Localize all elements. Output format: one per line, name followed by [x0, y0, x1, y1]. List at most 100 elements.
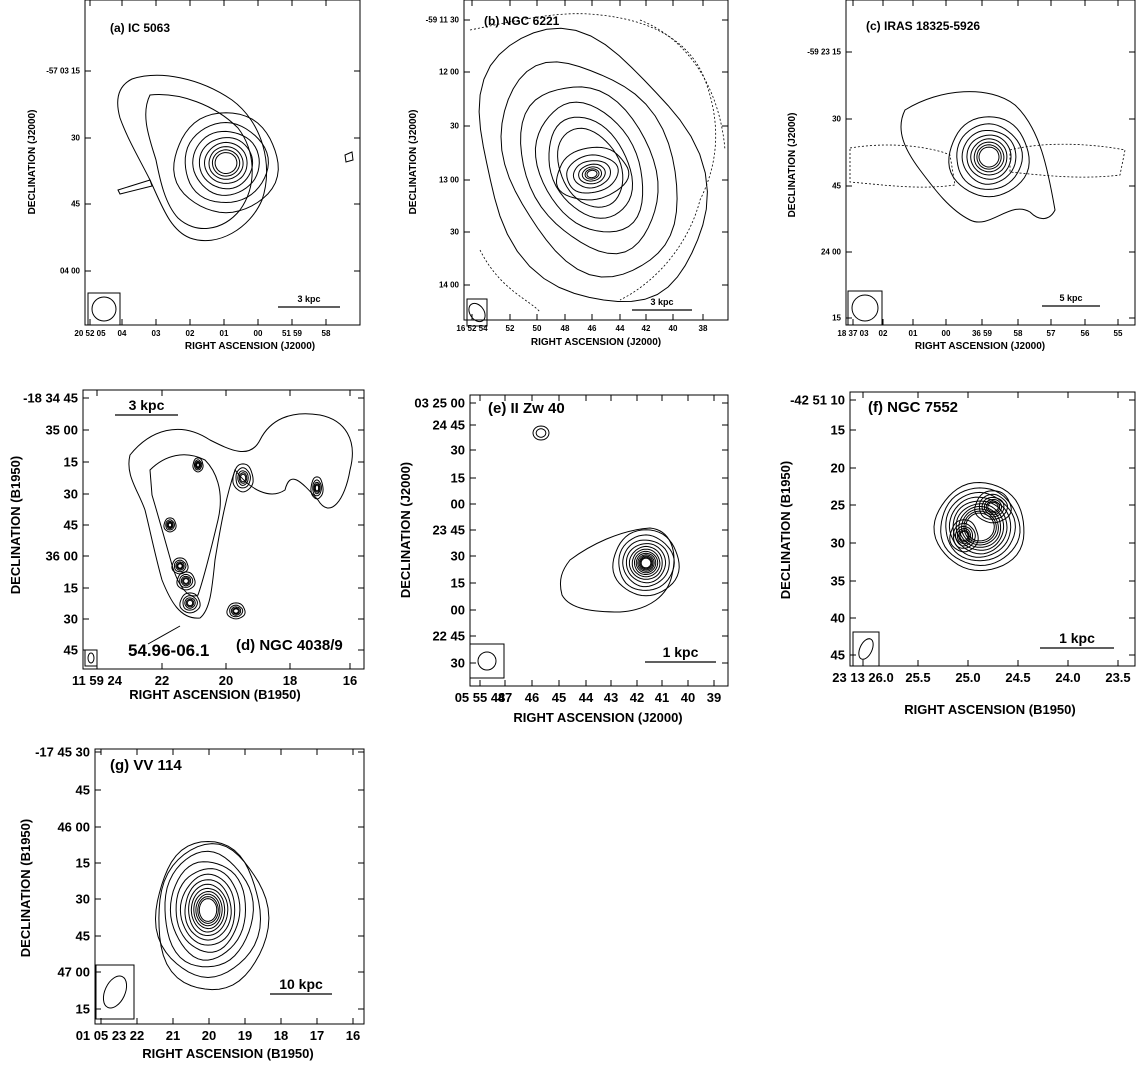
contour-line	[214, 152, 238, 174]
contour-line	[958, 529, 970, 543]
y-axis-label: DECLINATION (J2000)	[408, 110, 419, 215]
contour-line	[198, 898, 218, 922]
y-tick-label: 25	[831, 497, 845, 512]
contour-line	[344, 151, 354, 163]
contour-line	[314, 484, 320, 492]
y-tick-label: 20	[831, 460, 845, 475]
y-tick-label: 15	[832, 314, 841, 323]
contour-line	[154, 840, 262, 979]
x-tick-label: 42	[630, 690, 644, 705]
y-axis-label: DECLINATION (B1950)	[8, 456, 23, 594]
x-tick-label: 18 37 03	[837, 329, 869, 338]
panel-d: 11 59 24 22 20 18 16 -18 34 45 35 00 15 30 45 36 0…	[8, 389, 365, 702]
beam-ellipse	[102, 975, 128, 1009]
y-tick-label: -57 03 15	[46, 67, 80, 76]
contour-line	[233, 608, 239, 614]
scale-bar-label: 3 kpc	[297, 294, 320, 304]
y-tick-label: 35	[831, 573, 845, 588]
contour-line	[164, 850, 254, 968]
contour-line	[940, 487, 1021, 567]
panel-b: 16 52 54 52 50 48 46 44 42 40 38 -59 11 30 12 00 30…	[408, 0, 729, 348]
contour-line	[949, 519, 979, 553]
contour-line	[194, 459, 203, 471]
contour-line	[978, 146, 1000, 168]
contour-line	[612, 529, 680, 597]
contour-line	[586, 169, 598, 179]
x-axis-label: RIGHT ASCENSION (B1950)	[129, 687, 300, 702]
contour-line	[534, 101, 644, 233]
y-tick-label: 45	[76, 928, 90, 943]
contour-line	[963, 510, 997, 544]
contour-line	[310, 476, 324, 500]
contour-line	[955, 525, 973, 547]
y-tick-label: 35 00	[45, 422, 78, 437]
contour-line	[555, 146, 630, 201]
contour-line	[158, 843, 270, 991]
contour-line	[173, 559, 187, 573]
contour-line	[175, 561, 185, 571]
contour-line	[634, 550, 659, 575]
y-tick-label: 45	[64, 642, 78, 657]
x-tick-label: 40	[681, 690, 695, 705]
x-tick-label: 40	[669, 324, 678, 333]
contour-line	[933, 481, 1025, 572]
contour-line	[985, 500, 1001, 514]
x-tick-label: 22	[155, 673, 169, 688]
negative-contour	[469, 13, 717, 301]
contour-line	[638, 555, 654, 571]
panel-title: (c) IRAS 18325-5926	[866, 19, 980, 33]
y-tick-label: 03 25 00	[414, 395, 465, 410]
y-tick-label: 30	[451, 548, 465, 563]
contour-line	[190, 887, 226, 933]
contour-line	[182, 595, 198, 611]
plot-frame	[845, 0, 1136, 326]
contour-line	[226, 602, 246, 620]
contour-line	[208, 146, 244, 180]
y-tick-label: 15	[76, 855, 90, 870]
contour-line	[532, 425, 550, 441]
contour-line	[192, 130, 260, 196]
x-tick-label: 56	[1081, 329, 1090, 338]
x-tick-label: 04	[118, 329, 127, 338]
y-tick-label: 15	[451, 575, 465, 590]
x-tick-label: 39	[707, 690, 721, 705]
y-tick-label: 45	[831, 647, 845, 662]
contour-line	[193, 890, 223, 930]
plot-frame	[84, 0, 361, 326]
panel-g: 01 05 23 22 21 20 19 18 17 16 -17 45 30 45 46 00 15…	[18, 744, 365, 1061]
y-tick-label: 40	[831, 610, 845, 625]
contour-line	[179, 573, 194, 588]
contour-line	[179, 873, 236, 946]
y-tick-label: 47 00	[57, 964, 90, 979]
scale-bar-label: 1 kpc	[1059, 630, 1095, 646]
y-axis-label: DECLINATION (J2000)	[398, 462, 413, 598]
panel-title: (d) NGC 4038/9	[236, 637, 343, 654]
contour-line	[535, 428, 547, 438]
contour-line	[128, 413, 353, 619]
contour-line	[572, 160, 612, 189]
contour-line	[165, 519, 175, 531]
contour-line	[637, 554, 655, 572]
y-tick-label: 12 00	[439, 68, 460, 77]
contour-line	[230, 606, 242, 616]
x-tick-label: 03	[152, 329, 161, 338]
contour-line	[173, 112, 279, 214]
contour-line	[618, 534, 675, 591]
y-tick-label: 30	[76, 891, 90, 906]
x-tick-label: 00	[942, 329, 951, 338]
contour-line	[987, 501, 999, 513]
beam-box	[466, 298, 488, 327]
x-tick-label: 41	[655, 690, 669, 705]
beam-ellipse	[477, 651, 497, 671]
beam-ellipse	[468, 302, 486, 323]
x-tick-label: 57	[1047, 329, 1056, 338]
contour-line	[640, 557, 652, 569]
contour-line	[117, 179, 153, 195]
contour-line	[639, 556, 653, 570]
contour-line	[548, 116, 634, 219]
contour-line	[197, 896, 219, 924]
x-tick-label: 23.5	[1105, 670, 1130, 685]
y-tick-label: 30	[450, 122, 459, 131]
y-tick-label: 46 00	[57, 819, 90, 834]
contour-line	[171, 557, 189, 575]
